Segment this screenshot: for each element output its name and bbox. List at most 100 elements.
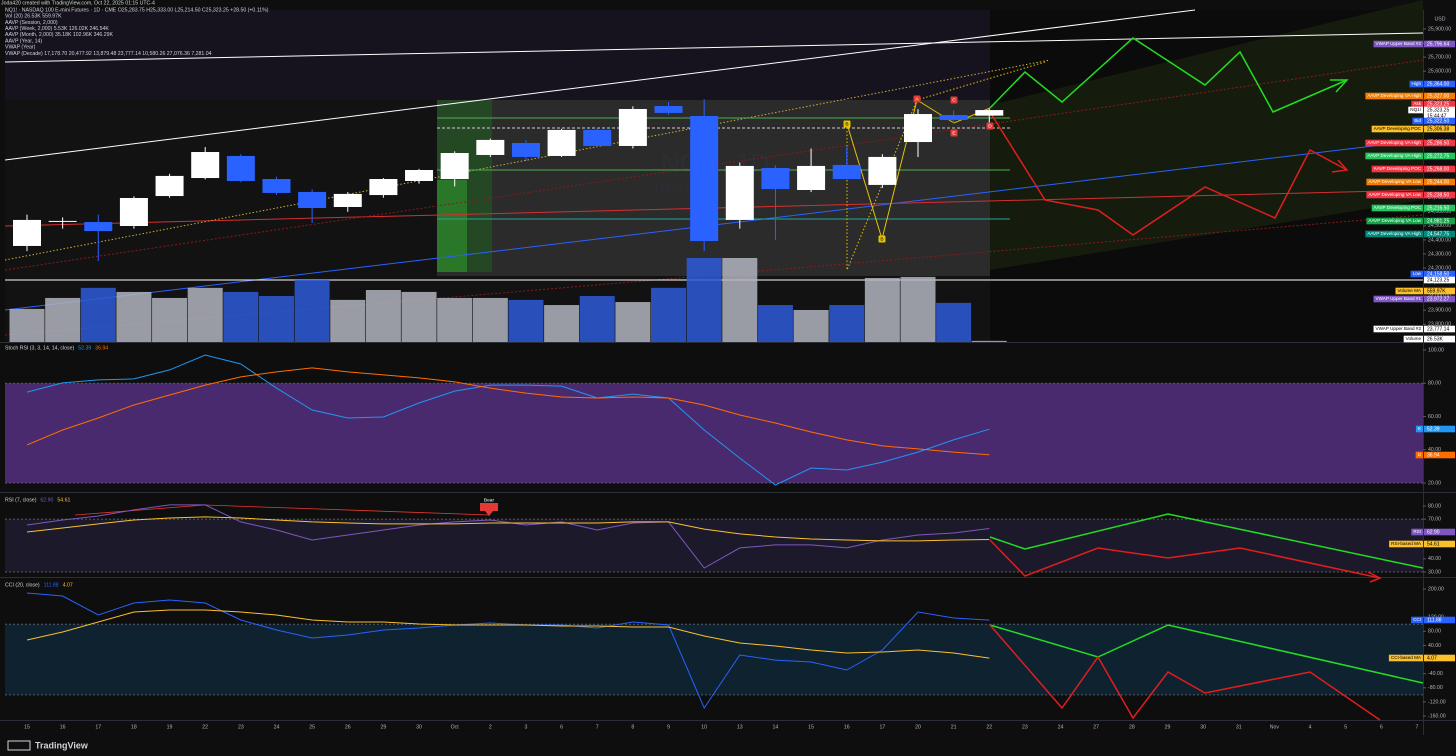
y-tick-label: 25,700.00 [1428,54,1451,60]
price-badge [1424,152,1455,160]
badge-name-box [1415,425,1423,433]
candle-body [725,165,754,220]
x-tick-label: Nov [1270,724,1280,730]
x-tick-label: 16 [844,724,850,730]
price-badge [1424,230,1455,238]
volume-bar [472,297,508,342]
y-tick-label: -40.00 [1428,671,1443,677]
y-tick-label: 24,600.00 [1428,209,1451,215]
candle-body [690,116,719,242]
badge-value: 25,238.50 [1427,192,1449,198]
badge-value: 23,777.14 [1427,326,1449,332]
y-tick-label: 23,900.00 [1428,308,1451,314]
annotation-box [986,122,994,130]
projection-bull [989,37,1348,113]
volume-bar [365,290,401,342]
indicator-band [5,519,1423,572]
legend-line: VWAP (Year) [5,45,36,51]
badge-name-box [1371,165,1423,173]
candle-body [298,191,327,208]
volume-bar [45,297,81,342]
annotation: A [915,96,919,102]
x-tick-label: 22 [202,724,208,730]
annotation: D [988,123,992,129]
volume-bar [294,279,330,342]
candle-body [511,143,540,157]
indicator-line [26,592,990,710]
legend-value: 111.88 [44,582,59,588]
bear-label [480,503,498,516]
badge-name: AAVP Developing POC [1374,126,1422,131]
badge-name: K [1418,426,1422,431]
badge-value: 36.94 [1427,452,1440,458]
x-tick-label: 6 [1380,724,1383,730]
x-tick-label: 19 [167,724,173,730]
x-tick-label: 28 [1129,724,1135,730]
volume-bar [258,296,294,342]
x-tick-label: 31 [1236,724,1242,730]
indicator-line [26,354,990,486]
indicator-line [26,516,990,542]
x-tick-label: 8 [631,724,634,730]
annotation-box [878,235,886,243]
x-tick-label: 14 [773,724,779,730]
channel-fill [990,0,1423,270]
badge-name: NQ1! [1410,107,1421,112]
annotation: Bear [484,497,495,503]
badge-name: VWAP Upper Band #2 [1376,326,1422,331]
legend-line: NQ1! · NASDAQ 100 E-mini Futures · 1D · … [5,7,269,13]
annotation: B [845,121,848,127]
price-badge [1424,100,1455,108]
badge-name-box [1415,451,1423,459]
badge-name: VWAP Upper Band #2 [1376,41,1422,46]
badge-name: RSI [1413,529,1421,534]
x-tick-label: 29 [1165,724,1171,730]
badge-name-box [1365,92,1423,100]
candle-body [476,139,505,155]
volume-bar [401,291,437,342]
badge-name: RSI-based MA [1391,541,1422,546]
candle-body [440,153,469,180]
price-badge [1424,325,1455,333]
badge-name: High [1412,81,1422,86]
badge-name: CCI [1413,617,1421,622]
trend-line [4,32,1424,63]
badge-name-box [1366,217,1423,225]
y-tick-label: 24,500.00 [1428,223,1451,229]
badge-value: 62.90 [1427,529,1440,535]
candle-body [868,156,897,185]
volume-bar [793,309,829,342]
volume-bar [971,340,1007,342]
projection-bull [989,513,1424,569]
y-tick-label: 25,900.00 [1428,26,1451,32]
badge-value: 25,306.38 [1427,126,1449,132]
arrow-head [1331,159,1349,173]
y-tick-label: -120.00 [1428,699,1446,705]
candle-body [547,129,576,156]
x-tick-label: 15 [808,724,814,730]
legend-value: 52.39 [78,345,91,351]
y-tick-label: 70.00 [1428,517,1441,523]
badge-name-box [1373,40,1423,48]
volume-bar [686,258,722,342]
legend-line: AAVP (Week, 2,000) 5.53K 126.02K 246.54K [5,26,109,32]
price-badge [1424,295,1455,303]
arrow-head [1367,571,1382,583]
badge-name: Ask [1413,101,1421,106]
x-tick-label: 3 [525,724,528,730]
projection-bear [989,624,1381,721]
volume-bar [508,299,544,342]
badge-name-box [1395,287,1423,295]
candle-body [84,222,113,232]
price-badge [1424,178,1455,186]
candle-body [119,198,148,226]
y-tick-label: 80.00 [1428,503,1441,509]
badge-value: 52.39 [1427,426,1440,432]
price-badge [1424,270,1455,278]
price-badge [1424,204,1455,212]
price-tint [5,10,990,100]
badge-name: AAVP Developing VA Low [1368,179,1421,184]
badge-name-box [1408,106,1423,114]
badge-name: Bid [1414,118,1421,123]
y-tick-label: 24,300.00 [1428,251,1451,257]
